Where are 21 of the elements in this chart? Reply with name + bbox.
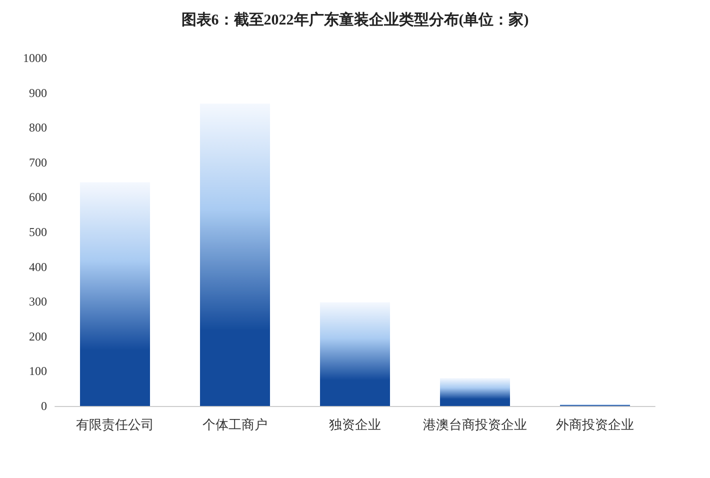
- bar: [440, 378, 510, 406]
- y-tick-label: 500: [29, 225, 47, 239]
- y-tick-label: 600: [29, 190, 47, 204]
- bar: [80, 182, 150, 406]
- y-tick-label: 300: [29, 294, 47, 309]
- bar: [200, 104, 270, 406]
- y-tick-label: 0: [41, 399, 47, 413]
- x-tick-label: 港澳台商投资企业: [423, 417, 527, 432]
- x-tick-label: 独资企业: [329, 417, 381, 432]
- x-tick-label: 个体工商户: [202, 417, 268, 432]
- x-tick-label: 外商投资企业: [556, 417, 634, 432]
- y-tick-label: 800: [29, 120, 47, 135]
- y-tick-label: 100: [29, 364, 47, 378]
- y-tick-label: 900: [29, 86, 47, 100]
- y-tick-label: 1000: [23, 51, 47, 65]
- y-tick-label: 400: [29, 260, 47, 274]
- x-tick-label: 有限责任公司: [76, 417, 154, 432]
- chart-title: 图表6：截至2022年广东童装企业类型分布(单位：家): [181, 10, 529, 28]
- y-tick-label: 700: [29, 155, 47, 170]
- y-tick-label: 200: [29, 329, 47, 344]
- bar: [320, 302, 390, 406]
